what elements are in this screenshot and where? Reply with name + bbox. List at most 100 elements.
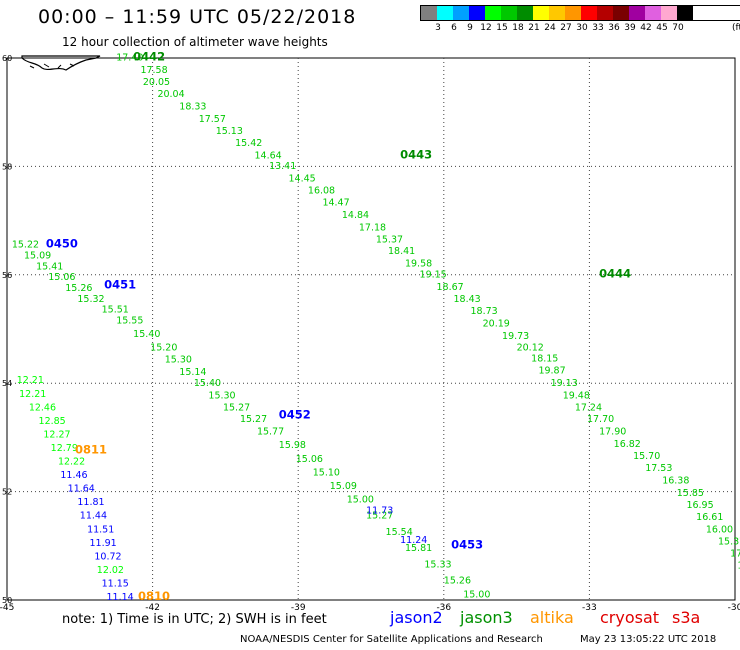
wave-height-value: 15.13 xyxy=(216,126,243,137)
wave-height-value: 15.26 xyxy=(65,283,92,294)
wave-height-value: 17.53 xyxy=(645,463,672,474)
longitude-label: -36 xyxy=(436,603,451,610)
wave-height-value: 18.73 xyxy=(470,306,497,317)
legend-swatch xyxy=(629,6,645,20)
map-title: 00:00 – 11:59 UTC 05/22/2018 xyxy=(38,6,357,28)
wave-height-value: 11.81 xyxy=(77,497,104,508)
wave-height-value: 15.37 xyxy=(718,537,740,548)
longitude-label: -45 xyxy=(0,603,14,610)
wave-height-value: 19.13 xyxy=(551,378,578,389)
latitude-label: 60 xyxy=(2,54,12,63)
legend-label: 12 xyxy=(480,23,492,33)
legend-swatch xyxy=(677,6,693,20)
wave-height-value: 15.85 xyxy=(677,488,704,499)
wave-height-value: 15.33 xyxy=(424,559,451,570)
longitude-label: -42 xyxy=(145,603,160,610)
latitude-label: 58 xyxy=(2,162,12,171)
wave-height-value: 15.20 xyxy=(150,343,177,354)
wave-height-value: 15.41 xyxy=(36,261,63,272)
pass-id-label: 0444 xyxy=(599,267,631,281)
pass-id-label: 0443 xyxy=(400,147,432,161)
wave-height-value: 15.09 xyxy=(330,481,357,492)
legend-swatch xyxy=(437,6,453,20)
wave-height-value: 15.06 xyxy=(48,272,75,283)
wave-height-value: 11.44 xyxy=(80,511,107,522)
pass-id-label: 0451 xyxy=(104,277,136,291)
satellite-name: s3a xyxy=(672,608,701,627)
satellite-name: altika xyxy=(530,608,574,627)
wave-height-value: 16.08 xyxy=(308,186,335,197)
wave-height-value: 18.43 xyxy=(454,294,481,305)
wave-height-value: 17.26 xyxy=(730,549,740,560)
legend-swatch xyxy=(469,6,485,20)
wave-height-value: 12.21 xyxy=(19,389,46,400)
legend-label: 39 xyxy=(624,23,636,33)
wave-height-value: 17.5 xyxy=(737,561,740,572)
legend-swatch xyxy=(613,6,629,20)
wave-height-value: 15.40 xyxy=(194,378,221,389)
wave-height-value: 15.98 xyxy=(279,440,306,451)
wave-height-value: 15.42 xyxy=(235,138,262,149)
wave-height-value: 15.10 xyxy=(313,467,340,478)
wave-height-value: 15.32 xyxy=(77,294,104,305)
wave-height-value: 11.14 xyxy=(106,592,133,603)
wave-height-value: 15.77 xyxy=(257,427,284,438)
wave-height-value: 17.58 xyxy=(140,65,167,76)
legend-label: 36 xyxy=(608,23,620,33)
legend-label: 9 xyxy=(467,23,473,33)
satellite-name: cryosat xyxy=(600,608,660,627)
wave-height-value: 17.24 xyxy=(575,402,602,413)
wave-height-value: 19.87 xyxy=(538,365,565,376)
graticule xyxy=(6,57,736,601)
legend-label: 30 xyxy=(576,23,588,33)
legend-label: 18 xyxy=(512,23,524,33)
wave-height-value: 20.04 xyxy=(157,89,184,100)
wave-height-value: 11.64 xyxy=(68,484,95,495)
pass-labels: 0442 0443 0444 0450 0451 0452 0453 0811 0810 xyxy=(46,50,631,603)
legend-label: 33 xyxy=(592,23,604,33)
legend-label: 6 xyxy=(451,23,457,33)
legend-swatch xyxy=(581,6,597,20)
wave-height-value: 17.90 xyxy=(599,427,626,438)
axis-labels: -45 -42 -39 -36 -33 -30 60 58 56 54 52 50 xyxy=(0,54,740,610)
pass-id-label: 0452 xyxy=(279,407,311,421)
wave-height-value: 20.12 xyxy=(517,343,544,354)
legend-swatch xyxy=(501,6,517,20)
wave-height-value: 18.67 xyxy=(437,282,464,293)
wave-height-value: 15.81 xyxy=(405,543,432,554)
pass-id-label: 0811 xyxy=(75,443,107,457)
legend-swatches xyxy=(420,5,740,21)
legend-label: 45 xyxy=(656,23,668,33)
legend-swatch xyxy=(517,6,533,20)
generated-timestamp: May 23 13:05:22 UTC 2018 xyxy=(580,634,717,645)
coastline xyxy=(21,55,101,71)
wave-height-value: 18.41 xyxy=(388,246,415,257)
legend-swatch xyxy=(533,6,549,20)
wave-height-value: 19.58 xyxy=(405,259,432,270)
wave-height-value: 15.30 xyxy=(208,390,235,401)
longitude-label: -39 xyxy=(291,603,306,610)
wave-height-value: 19.73 xyxy=(502,331,529,342)
wave-height-value: 15.26 xyxy=(444,576,471,587)
wave-height-value: 16.38 xyxy=(662,475,689,486)
legend-swatch xyxy=(565,6,581,20)
wave-height-value: 17.57 xyxy=(199,114,226,125)
wave-height-value: 11.91 xyxy=(90,538,117,549)
legend-label: 70 xyxy=(672,23,684,33)
wave-height-value: 14.84 xyxy=(342,210,369,221)
credit-line: NOAA/NESDIS Center for Satellite Applica… xyxy=(240,634,543,645)
satellite-name: jason3 xyxy=(460,608,513,627)
wave-height-value: 15.37 xyxy=(376,234,403,245)
satellite-name: jason2 xyxy=(390,608,443,627)
legend-swatch xyxy=(453,6,469,20)
legend-unit: (ft) xyxy=(732,23,740,33)
wave-height-value: 17.40 xyxy=(116,53,143,64)
longitude-label: -33 xyxy=(582,603,597,610)
legend-label: 27 xyxy=(560,23,572,33)
latitude-label: 52 xyxy=(2,488,12,497)
wave-height-value: 16.61 xyxy=(696,512,723,523)
wave-height-value: 17.70 xyxy=(587,414,614,425)
